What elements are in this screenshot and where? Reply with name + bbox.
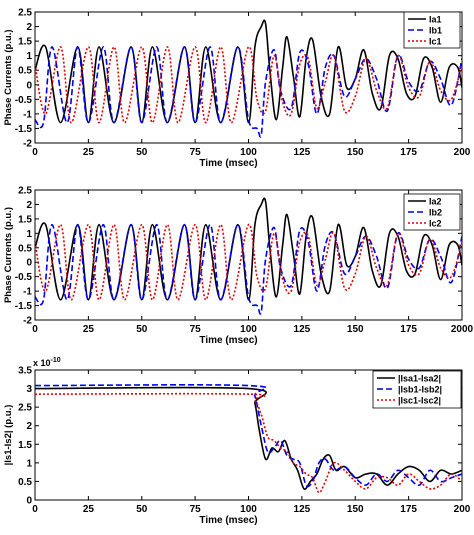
y-tick-label: 0.5 — [18, 243, 32, 254]
x-tick-label: 25 — [83, 324, 95, 335]
x-tick-label: 100 — [240, 324, 257, 335]
y-tick-label: 2.5 — [18, 186, 32, 197]
y-tick-label: 1 — [26, 458, 32, 469]
chart-panel-2: 0 25 50 75 100 125 150 175 2000 -2 -1.5 -1 -0.5 0 0.5 1… — [3, 186, 474, 347]
x-tick-label: 50 — [136, 147, 148, 158]
x-tick-label: 175 — [400, 504, 417, 515]
y-tick-label: 0.5 — [18, 66, 32, 77]
y-tick-label: 3 — [26, 384, 32, 395]
y-tick-label: -1 — [23, 109, 32, 120]
x-tick-label: 200 — [454, 147, 471, 158]
legend: |Isa1-Isa2||Isb1-Isb2||Isc1-Isc2| — [372, 370, 462, 409]
x-tick-label: 125 — [294, 324, 311, 335]
series-line-ic2 — [35, 223, 462, 301]
x-tick-label: 75 — [190, 504, 202, 515]
x-axis-label: Time (msec) — [199, 158, 257, 169]
chart-panel-3: 0 25 50 75 100 125 150 175 200 0 0.5 1 1.5 2 2.5 3 3.5 Ti… — [3, 357, 471, 526]
x-tick-label: 50 — [136, 324, 148, 335]
x-tick-label: 150 — [347, 504, 364, 515]
x-tick-label: 150 — [347, 324, 364, 335]
y-tick-label: 2.5 — [18, 8, 32, 19]
y-tick-label: 0 — [26, 80, 32, 91]
x-tick-label: 0 — [32, 324, 38, 335]
y-tick-label: 1.5 — [18, 37, 32, 48]
x-tick-label: 125 — [294, 147, 311, 158]
x-tick-label: 175 — [400, 147, 417, 158]
y-tick-label: 2 — [26, 22, 32, 33]
y-tick-label: 0 — [26, 258, 32, 269]
y-axis-label: Phase Currents (p.u.) — [3, 207, 14, 303]
legend-label: Ib1 — [429, 26, 442, 36]
x-tick-label: 0 — [32, 504, 38, 515]
y-tick-label: -1.5 — [15, 124, 33, 135]
legend-label: Ib2 — [429, 208, 442, 218]
legend-label: Ia1 — [429, 15, 442, 25]
y-tick-label: 0.5 — [18, 477, 32, 488]
x-tick-label: 200 — [454, 504, 471, 515]
y-axis-label: |Is1-Is2| (p.u.) — [3, 405, 14, 466]
series-line-isc1-isc2 — [35, 392, 462, 494]
x-tick-label: 150 — [347, 147, 364, 158]
x-tick-label: 25 — [83, 504, 95, 515]
legend-label: Ic1 — [429, 37, 442, 47]
legend-label: Ia2 — [429, 197, 442, 207]
x-axis-label: Time (msec) — [199, 335, 257, 346]
y-tick-label: 0 — [26, 496, 32, 507]
series-line-isb1-isb2 — [35, 384, 462, 488]
x-tick-label: 100 — [240, 147, 257, 158]
y-tick-label: 1.5 — [18, 440, 32, 451]
x-tick-label: 175 — [400, 324, 417, 335]
chart-panels: 0 25 50 75 100 125 150 175 200-2-1.5-1-0.500.511… — [3, 8, 474, 527]
series-line-isa1-isa2 — [35, 386, 462, 490]
y-exponent-label: x 10-10 — [33, 357, 61, 368]
x-tick-label: 100 — [240, 504, 257, 515]
y-tick-label: 1 — [26, 229, 32, 240]
x-tick-label: 2000 — [451, 324, 474, 335]
x-tick-label: 75 — [190, 147, 202, 158]
y-tick-label: -2 — [23, 316, 32, 327]
x-tick-label: 25 — [83, 147, 95, 158]
y-tick-label: -1 — [23, 287, 32, 298]
y-axis-label: Phase Currents (p.u.) — [3, 29, 14, 125]
x-tick-label: 0 — [32, 147, 38, 158]
x-tick-label: 50 — [136, 504, 148, 515]
legend-label: |Isa1-Isa2| — [398, 374, 441, 384]
legend-label: |Isc1-Isc2| — [398, 396, 441, 406]
y-tick-label: -0.5 — [15, 95, 33, 106]
y-tick-label: 2 — [26, 421, 32, 432]
x-tick-label: 75 — [190, 324, 202, 335]
x-axis-label: Time (msec) — [199, 515, 257, 526]
series-line-ib1 — [35, 46, 462, 138]
legend-label: |Isb1-Isb2| — [398, 385, 442, 395]
series-line-ib2 — [35, 223, 462, 315]
y-tick-label: 3.5 — [18, 366, 32, 377]
y-tick-label: 1.5 — [18, 214, 32, 225]
y-tick-label: -1.5 — [15, 301, 33, 312]
y-tick-label: 2 — [26, 200, 32, 211]
y-tick-label: 1 — [26, 51, 32, 62]
legend-label: Ic2 — [429, 219, 442, 229]
y-tick-label: -2 — [23, 139, 32, 150]
series-line-ic1 — [35, 46, 462, 124]
chart-panel-1: 0 25 50 75 100 125 150 175 200 -2 -1.5 -1 -0.5 0 0.5 1 1… — [3, 8, 471, 170]
y-tick-label: -0.5 — [15, 272, 33, 283]
y-tick-label: 2.5 — [18, 403, 32, 414]
x-tick-label: 125 — [294, 504, 311, 515]
